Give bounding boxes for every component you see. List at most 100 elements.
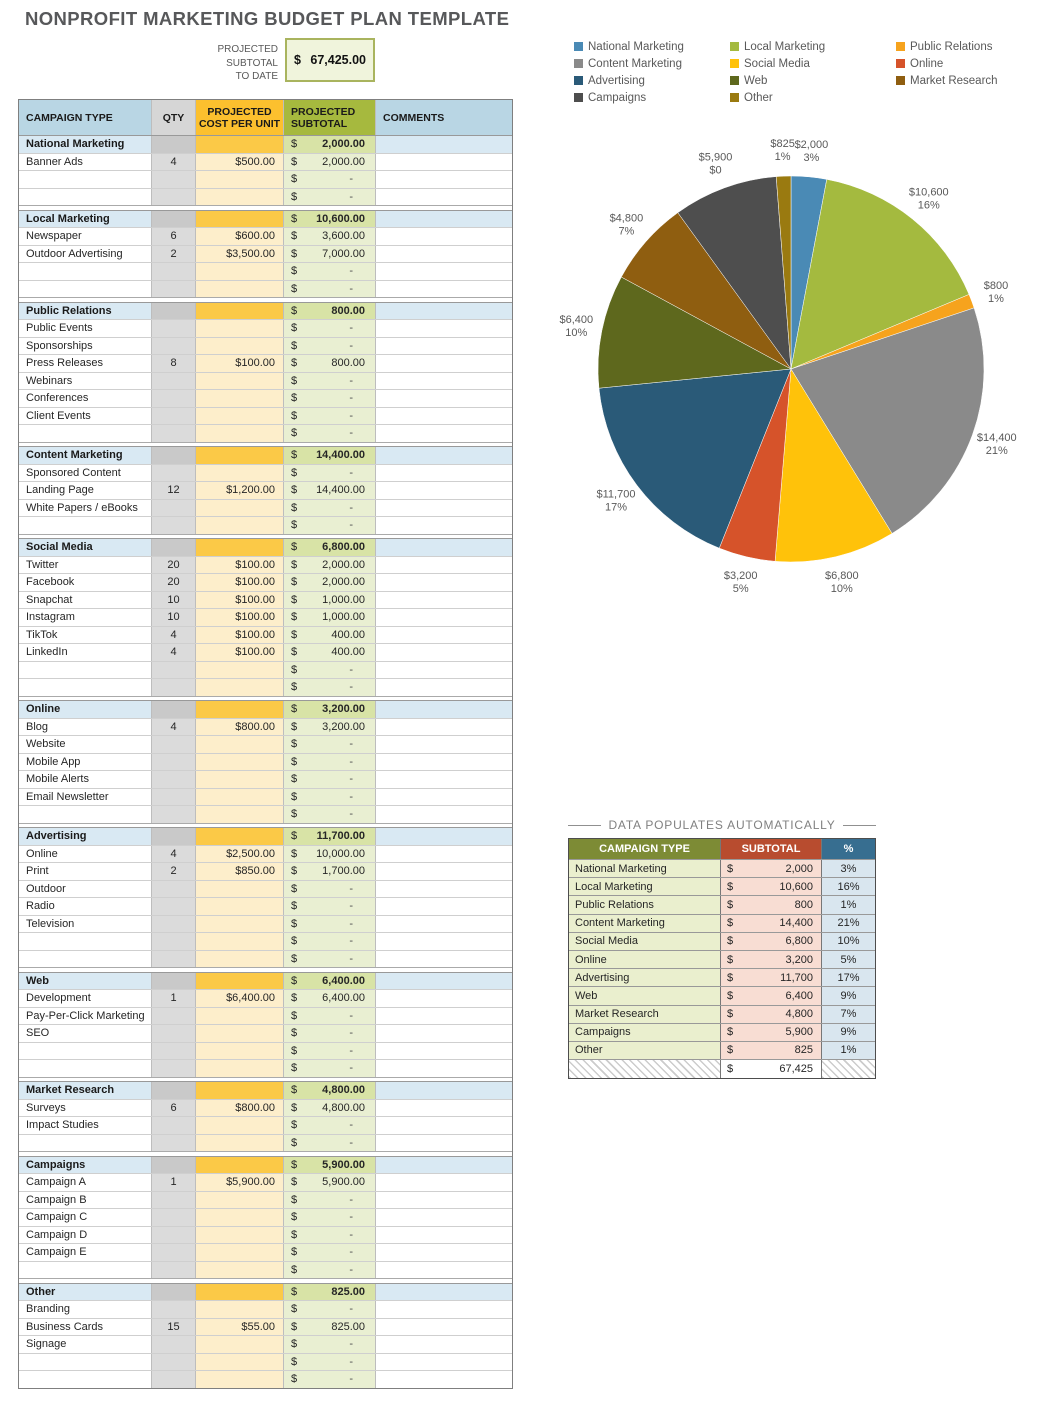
cost-cell[interactable] xyxy=(196,390,284,407)
item-label-cell[interactable]: Website xyxy=(19,736,152,753)
item-label-cell[interactable] xyxy=(19,950,152,967)
cost-cell[interactable]: $100.00 xyxy=(196,355,284,372)
item-label-cell[interactable]: Public Events xyxy=(19,320,152,337)
cost-cell[interactable] xyxy=(196,337,284,354)
qty-cell[interactable] xyxy=(152,1007,196,1024)
qty-cell[interactable] xyxy=(152,1134,196,1151)
item-label-cell[interactable]: LinkedIn xyxy=(19,644,152,661)
qty-cell[interactable] xyxy=(152,898,196,915)
cost-cell[interactable] xyxy=(196,1226,284,1243)
qty-cell[interactable] xyxy=(152,1042,196,1059)
qty-cell[interactable] xyxy=(152,880,196,897)
subtotal-cell[interactable]: $ - xyxy=(284,1134,376,1151)
qty-cell[interactable] xyxy=(152,280,196,297)
subtotal-cell[interactable]: $ - xyxy=(284,263,376,280)
comments-cell[interactable] xyxy=(376,447,512,464)
comments-cell[interactable] xyxy=(376,846,512,863)
qty-cell[interactable] xyxy=(152,661,196,678)
subtotal-cell[interactable]: $ - xyxy=(284,171,376,188)
comments-cell[interactable] xyxy=(376,574,512,591)
cost-cell[interactable] xyxy=(196,517,284,534)
item-label-cell[interactable]: Campaign C xyxy=(19,1209,152,1226)
comments-cell[interactable] xyxy=(376,806,512,823)
item-label-cell[interactable]: Press Releases xyxy=(19,355,152,372)
comments-cell[interactable] xyxy=(376,916,512,933)
qty-cell[interactable]: 10 xyxy=(152,609,196,626)
subtotal-cell[interactable]: $ - xyxy=(284,950,376,967)
comments-cell[interactable] xyxy=(376,1025,512,1042)
cost-cell[interactable]: $6,400.00 xyxy=(196,990,284,1007)
comments-cell[interactable] xyxy=(376,390,512,407)
comments-cell[interactable] xyxy=(376,1283,512,1300)
subtotal-cell[interactable]: $3,200.00 xyxy=(284,718,376,735)
qty-cell[interactable] xyxy=(152,1371,196,1388)
qty-cell[interactable] xyxy=(152,188,196,205)
cost-cell[interactable] xyxy=(196,1191,284,1208)
subtotal-cell[interactable]: $3,600.00 xyxy=(284,228,376,245)
qty-cell[interactable] xyxy=(152,320,196,337)
cost-cell[interactable]: $5,900.00 xyxy=(196,1174,284,1191)
cost-cell[interactable]: $2,500.00 xyxy=(196,845,284,862)
comments-cell[interactable] xyxy=(376,1060,512,1077)
subtotal-cell[interactable]: $7,000.00 xyxy=(284,245,376,262)
qty-cell[interactable] xyxy=(152,1060,196,1077)
cost-cell[interactable]: $1,200.00 xyxy=(196,482,284,499)
qty-cell[interactable] xyxy=(152,171,196,188)
qty-cell[interactable]: 1 xyxy=(152,1174,196,1191)
qty-cell[interactable]: 10 xyxy=(152,591,196,608)
subtotal-cell[interactable]: $ - xyxy=(284,806,376,823)
subtotal-cell[interactable]: $ - xyxy=(284,915,376,932)
cost-cell[interactable] xyxy=(196,933,284,950)
comments-cell[interactable] xyxy=(376,1008,512,1025)
subtotal-cell[interactable]: $400.00 xyxy=(284,626,376,643)
item-label-cell[interactable]: Radio xyxy=(19,898,152,915)
qty-cell[interactable] xyxy=(152,210,196,227)
cost-cell[interactable]: $600.00 xyxy=(196,228,284,245)
subtotal-cell[interactable]: $ - xyxy=(284,753,376,770)
qty-cell[interactable] xyxy=(152,539,196,556)
item-label-cell[interactable] xyxy=(19,661,152,678)
item-label-cell[interactable]: Impact Studies xyxy=(19,1117,152,1134)
comments-cell[interactable] xyxy=(376,736,512,753)
item-label-cell[interactable]: Mobile Alerts xyxy=(19,771,152,788)
category-name-cell[interactable]: Local Marketing xyxy=(19,210,152,227)
comments-cell[interactable] xyxy=(376,789,512,806)
subtotal-cell[interactable]: $2,000.00 xyxy=(284,136,376,153)
item-label-cell[interactable] xyxy=(19,1134,152,1151)
cost-cell[interactable] xyxy=(196,499,284,516)
qty-cell[interactable] xyxy=(152,136,196,153)
item-label-cell[interactable]: Campaign A xyxy=(19,1174,152,1191)
cost-cell[interactable] xyxy=(196,806,284,823)
subtotal-cell[interactable]: $2,000.00 xyxy=(284,574,376,591)
subtotal-cell[interactable]: $800.00 xyxy=(284,302,376,319)
comments-cell[interactable] xyxy=(376,1244,512,1261)
item-label-cell[interactable]: Print xyxy=(19,863,152,880)
qty-cell[interactable] xyxy=(152,1082,196,1099)
qty-cell[interactable]: 2 xyxy=(152,863,196,880)
comments-cell[interactable] xyxy=(376,338,512,355)
subtotal-cell[interactable]: $ - xyxy=(284,372,376,389)
comments-cell[interactable] xyxy=(376,408,512,425)
subtotal-cell[interactable]: $ - xyxy=(284,880,376,897)
item-label-cell[interactable]: SEO xyxy=(19,1025,152,1042)
item-label-cell[interactable] xyxy=(19,1042,152,1059)
qty-cell[interactable] xyxy=(152,1191,196,1208)
qty-cell[interactable]: 20 xyxy=(152,556,196,573)
comments-cell[interactable] xyxy=(376,1336,512,1353)
item-label-cell[interactable]: Client Events xyxy=(19,407,152,424)
item-label-cell[interactable] xyxy=(19,1353,152,1370)
comments-cell[interactable] xyxy=(376,373,512,390)
qty-cell[interactable]: 20 xyxy=(152,574,196,591)
cost-cell[interactable]: $100.00 xyxy=(196,574,284,591)
qty-cell[interactable] xyxy=(152,972,196,989)
cost-cell[interactable] xyxy=(196,1336,284,1353)
comments-cell[interactable] xyxy=(376,1135,512,1152)
comments-cell[interactable] xyxy=(376,539,512,556)
comments-cell[interactable] xyxy=(376,425,512,442)
cost-cell[interactable] xyxy=(196,263,284,280)
item-label-cell[interactable] xyxy=(19,933,152,950)
category-name-cell[interactable]: Other xyxy=(19,1283,152,1300)
cost-cell[interactable]: $100.00 xyxy=(196,644,284,661)
item-label-cell[interactable] xyxy=(19,1261,152,1278)
cost-cell[interactable] xyxy=(196,1244,284,1261)
